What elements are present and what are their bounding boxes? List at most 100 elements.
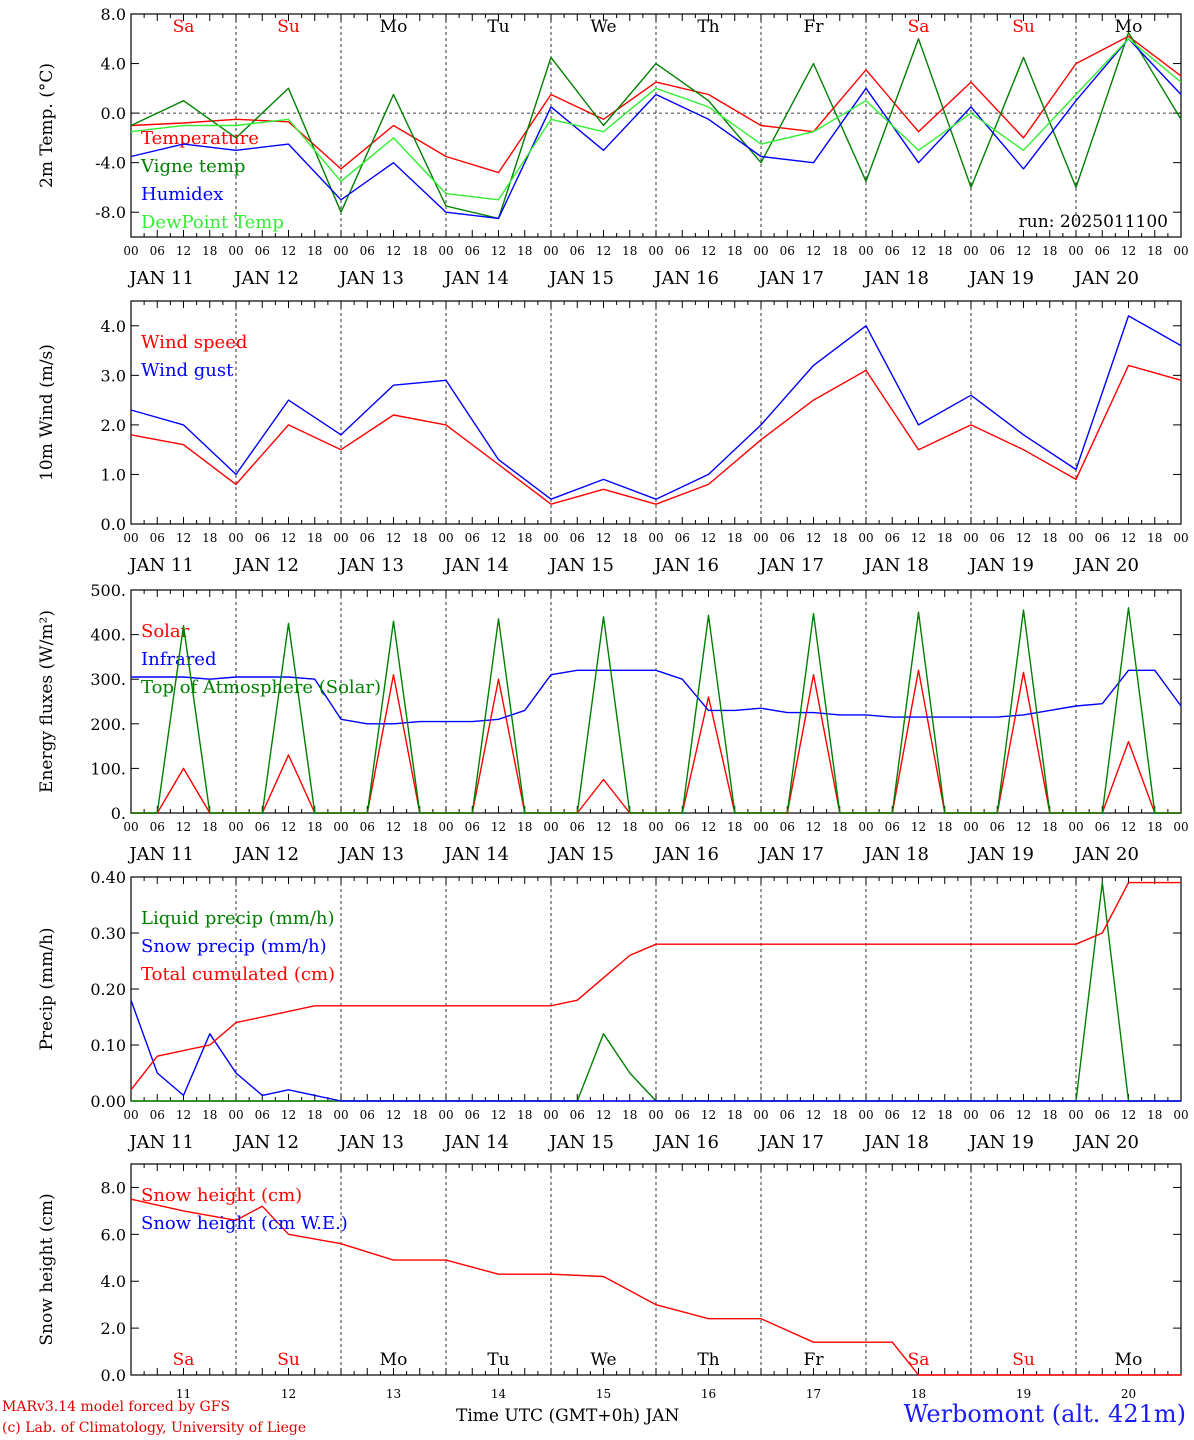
hour-label: 18 [832,820,847,834]
hour-label: 12 [596,244,611,258]
date-label: JAN 17 [757,1132,824,1153]
hour-label: 18 [937,820,952,834]
hour-label: 00 [858,1108,873,1122]
y-tick-label: 400. [90,626,126,645]
hour-label: 12 [1016,820,1031,834]
hour-label: 00 [123,244,138,258]
hour-label: 00 [438,1108,453,1122]
hour-label: 12 [281,1108,296,1122]
hour-label: 06 [465,244,480,258]
hour-label: 00 [438,531,453,545]
day-number-label: 15 [596,1387,611,1401]
hour-label: 06 [885,244,900,258]
hour-label: 12 [491,1108,506,1122]
date-label: JAN 15 [547,268,614,289]
date-label: JAN 14 [442,1132,509,1153]
weekday-label: Su [277,17,300,37]
date-label: JAN 13 [337,555,404,576]
hour-label: 06 [675,531,690,545]
hour-label: 12 [176,820,191,834]
hour-label: 12 [491,244,506,258]
hour-label: 12 [596,820,611,834]
day-number-label: 14 [491,1387,507,1401]
y-tick-label: 100. [90,759,126,778]
hour-label: 00 [1068,820,1083,834]
hour-label: 06 [360,531,375,545]
hour-label: 12 [911,1108,926,1122]
hour-label: 00 [858,820,873,834]
hour-label: 12 [386,244,401,258]
hour-label: 00 [228,244,243,258]
hour-label: 18 [727,820,742,834]
hour-label: 06 [465,1108,480,1122]
hour-label: 06 [150,531,165,545]
hour-label: 06 [990,531,1005,545]
hour-label: 18 [937,531,952,545]
hour-label: 12 [806,531,821,545]
hour-label: 00 [1068,531,1083,545]
hour-label: 06 [1095,244,1110,258]
series-line [130,31,1182,220]
hour-label: 18 [1042,244,1057,258]
hour-label: 18 [412,820,427,834]
hour-label: 18 [1042,1108,1057,1122]
hour-label: 00 [963,531,978,545]
y-axis-title: Energy fluxes (W/m²) [37,610,57,793]
hour-label: 00 [438,820,453,834]
date-label: JAN 15 [547,555,614,576]
weekday-label: Su [1012,17,1035,37]
legend-entry: Top of Atmosphere (Solar) [141,677,381,698]
y-tick-label: 3.0 [101,366,126,385]
x-axis-title: Time UTC (GMT+0h) JAN [456,1406,680,1426]
hour-label: 18 [622,531,637,545]
series-line [130,35,1182,174]
y-tick-label: 8.0 [101,5,126,24]
date-label: JAN 11 [127,844,194,865]
legend-entry: Snow precip (mm/h) [141,936,327,957]
hour-label: 00 [228,531,243,545]
date-label: JAN 14 [442,268,509,289]
date-label: JAN 12 [232,555,299,576]
hour-label: 12 [806,820,821,834]
plot-frame [130,13,1182,238]
y-tick-label: 0.00 [90,1092,126,1111]
hour-label: 00 [333,531,348,545]
date-label: JAN 19 [967,555,1034,576]
hour-label: 00 [648,244,663,258]
hour-label: 18 [1042,820,1057,834]
hour-label: 00 [1068,244,1083,258]
hour-label: 18 [412,244,427,258]
date-label: JAN 19 [967,844,1034,865]
hour-label: 12 [176,1108,191,1122]
hour-label: 00 [228,1108,243,1122]
date-label: JAN 12 [232,844,299,865]
date-label: JAN 18 [862,1132,929,1153]
hour-label: 18 [622,820,637,834]
y-axis-title: 10m Wind (m/s) [37,344,57,481]
hour-label: 12 [806,1108,821,1122]
hour-label: 00 [543,1108,558,1122]
hour-label: 18 [1147,820,1162,834]
hour-label: 06 [780,244,795,258]
hour-label: 12 [911,820,926,834]
legend-entry: Total cumulated (cm) [141,964,335,985]
hour-label: 18 [202,820,217,834]
hour-label: 06 [990,1108,1005,1122]
date-label: JAN 17 [757,844,824,865]
hour-label: 06 [255,531,270,545]
date-label: JAN 15 [547,1132,614,1153]
hour-label: 00 [543,531,558,545]
weekday-label: Sa [173,1350,195,1370]
hour-label: 06 [675,1108,690,1122]
hour-label: 18 [832,244,847,258]
legend-entry: Wind speed [141,332,247,353]
hour-label: 18 [622,244,637,258]
y-tick-label: 4.0 [101,55,126,74]
date-label: JAN 16 [652,555,719,576]
date-label: JAN 18 [862,844,929,865]
weekday-label: Mo [1115,1350,1143,1370]
hour-label: 12 [281,244,296,258]
hour-label: 06 [1095,531,1110,545]
hour-label: 06 [360,244,375,258]
